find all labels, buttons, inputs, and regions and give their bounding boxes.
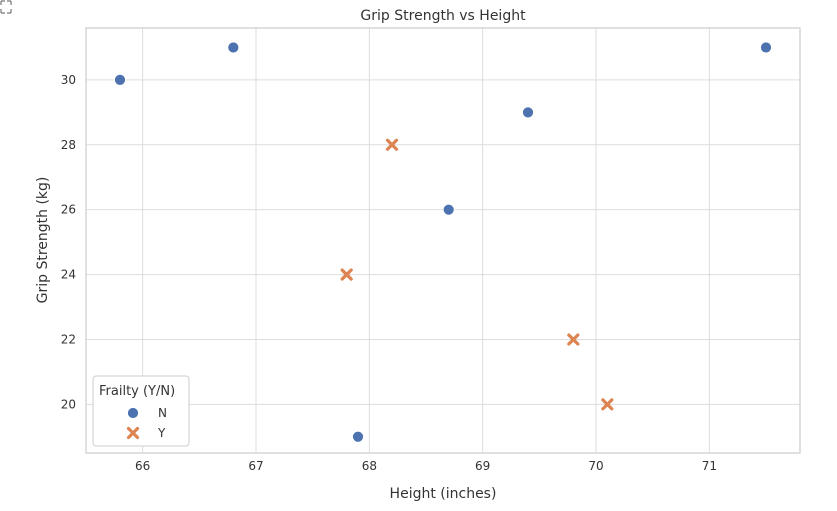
- tick-labels: 66 67 68 69 70 71 20 22 24 26 28 30: [61, 73, 717, 473]
- expand-icon[interactable]: [0, 0, 12, 14]
- plot-border: [85, 27, 801, 454]
- x-tick-label: 69: [475, 459, 490, 473]
- x-tick-label: 70: [588, 459, 603, 473]
- data-point-n: [114, 74, 126, 86]
- legend-label-n: N: [158, 406, 167, 420]
- y-axis-label: Grip Strength (kg): [35, 177, 51, 304]
- data-point-y: [340, 268, 353, 281]
- y-tick-label: 28: [61, 138, 76, 152]
- y-tick-label: 22: [61, 332, 76, 346]
- data-point-n: [227, 41, 240, 54]
- data-point-y: [385, 138, 399, 151]
- legend-marker-n: [127, 407, 139, 419]
- chart-title: Grip Strength vs Height: [360, 8, 526, 24]
- plot-frame: [85, 27, 801, 454]
- x-tick-label: 68: [362, 459, 377, 473]
- data-points: [114, 41, 772, 443]
- x-tick-label: 71: [702, 459, 717, 473]
- legend-box: [92, 375, 190, 447]
- x-tick-label: 66: [135, 459, 150, 473]
- x-tick-label: 67: [248, 459, 263, 473]
- data-point-n: [522, 106, 534, 119]
- data-point-y: [601, 398, 614, 411]
- data-point-y: [567, 333, 580, 346]
- legend-marker-y: [126, 426, 140, 440]
- data-point-n: [760, 41, 772, 54]
- grid-lines: [86, 28, 800, 453]
- y-tick-label: 30: [61, 73, 76, 87]
- y-tick-label: 26: [61, 203, 76, 217]
- y-tick-label: 24: [61, 268, 76, 282]
- x-axis-label: Height (inches): [390, 486, 497, 502]
- legend-title: Frailty (Y/N): [99, 384, 175, 399]
- y-tick-label: 20: [61, 397, 76, 411]
- legend: Frailty (Y/N) NY: [92, 375, 190, 447]
- data-point-n: [352, 430, 364, 443]
- legend-label-y: Y: [157, 426, 166, 440]
- data-point-n: [442, 203, 455, 216]
